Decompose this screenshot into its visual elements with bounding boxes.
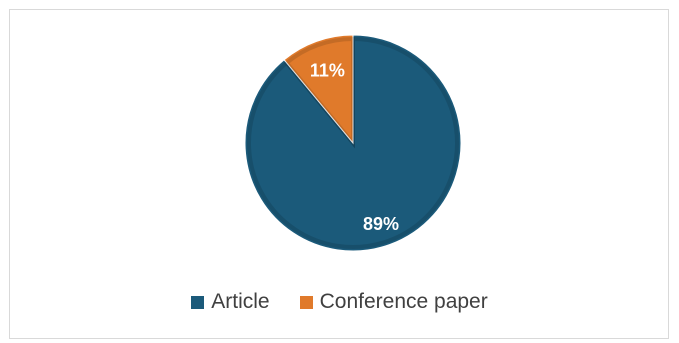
pie-slices: [244, 34, 462, 252]
legend-swatch-article: [191, 295, 205, 309]
legend: Article Conference paper: [0, 290, 679, 314]
legend-label-conference-paper: Conference paper: [319, 290, 488, 313]
data-label-conference-paper: 11%: [310, 61, 345, 81]
data-label-article: 89%: [363, 214, 399, 234]
legend-item-conference-paper: Conference paper: [299, 290, 488, 314]
legend-item-article: Article: [191, 290, 270, 314]
legend-swatch-conference-paper: [299, 295, 313, 309]
legend-label-article: Article: [211, 290, 270, 313]
pie-labels: 89% 11%: [310, 61, 399, 234]
pie-slice-conference-paper: [283, 34, 354, 145]
pie-slice-shade-article: [247, 36, 459, 249]
pie-slice-shade-conference-paper: [283, 36, 355, 149]
